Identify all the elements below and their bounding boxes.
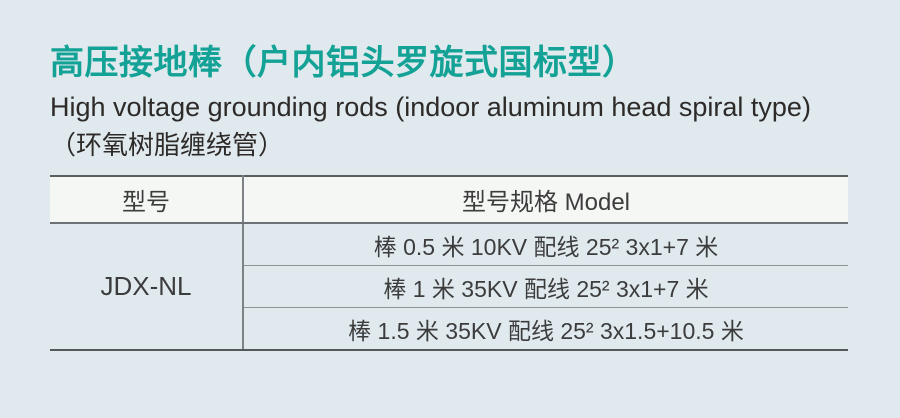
table-header-row: 型号 型号规格 Model — [50, 175, 848, 225]
page-subtitle-en: High voltage grounding rods (indoor alum… — [50, 91, 811, 122]
table-row: JDX-NL 棒 0.5 米 10KV 配线 25² 3x1+7 米 — [50, 223, 848, 352]
spec-table: 型号 型号规格 Model JDX-NL 棒 0.5 米 10KV 配线 25²… — [50, 175, 848, 352]
spec-cell: 棒 1.5 米 35KV 配线 25² 3x1.5+10.5 米 — [243, 307, 848, 352]
model-cell: JDX-NL — [50, 223, 244, 352]
page-subtitle-zh: （环氧树脂缠绕管） — [50, 129, 285, 160]
column-header-model: 型号 — [50, 175, 244, 225]
spec-cell: 棒 1 米 35KV 配线 25² 3x1+7 米 — [243, 265, 848, 309]
spec-cell: 棒 0.5 米 10KV 配线 25² 3x1+7 米 — [243, 223, 848, 267]
column-header-spec: 型号规格 Model — [243, 175, 848, 225]
page-title: 高压接地棒（户内铝头罗旋式国标型） — [50, 44, 637, 82]
table-row: 棒 1 米 35KV 配线 25² 3x1+7 米 — [50, 265, 848, 309]
table-row: 棒 1.5 米 35KV 配线 25² 3x1.5+10.5 米 — [50, 307, 848, 352]
